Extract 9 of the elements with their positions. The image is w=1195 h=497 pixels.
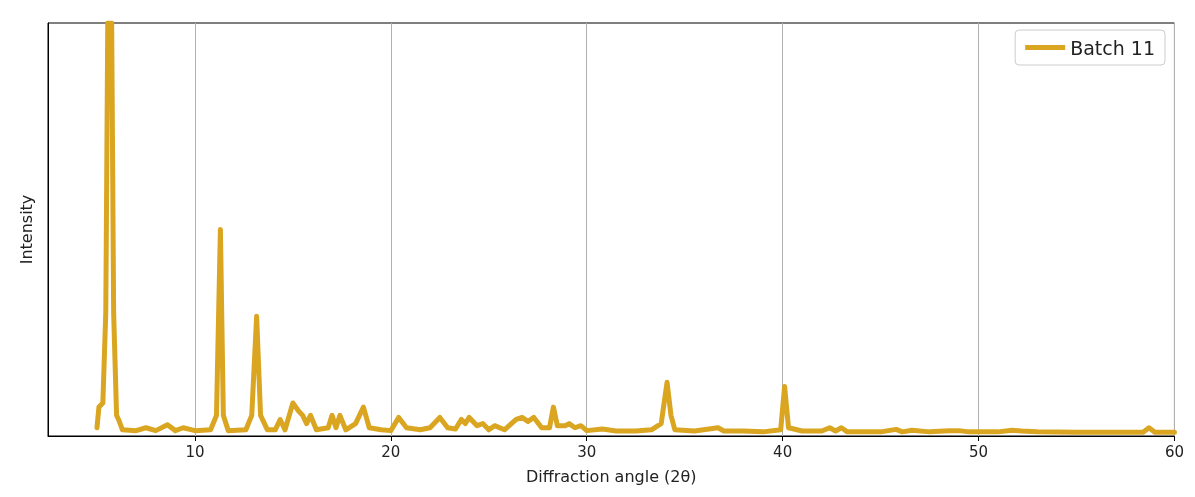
x-tick-label: 20 [381,442,401,461]
x-axis-title: Diffraction angle (2θ) [525,466,697,486]
x-tick-label: 30 [577,442,597,461]
x-tick-label: 40 [773,442,793,461]
y-axis-title: Intensity [16,194,36,265]
x-tick-label: 60 [1164,442,1184,461]
x-tick-label: 10 [185,442,205,461]
legend-label: Batch 11 [1070,36,1156,59]
x-tick-label: 50 [969,442,989,461]
